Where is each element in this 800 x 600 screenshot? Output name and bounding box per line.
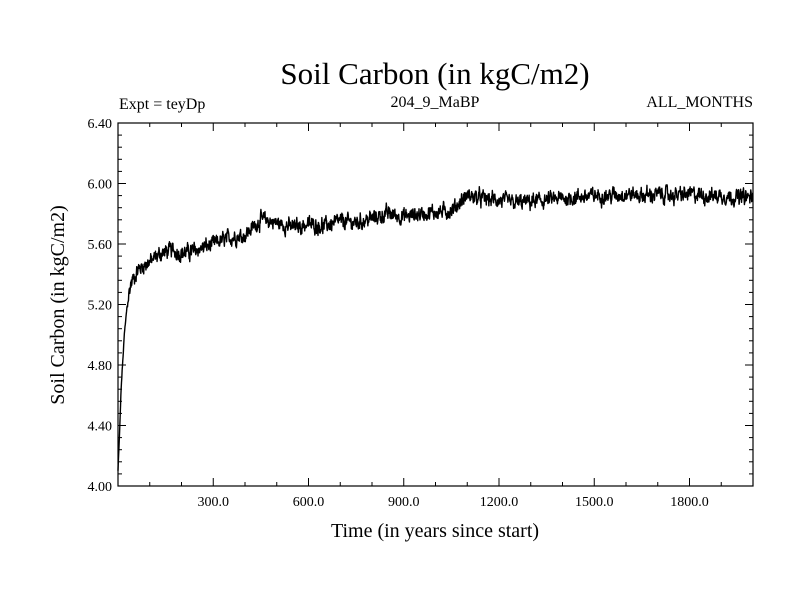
experiment-label: Expt = teyDp xyxy=(119,96,205,113)
x-tick-label: 1500.0 xyxy=(575,495,614,510)
x-axis-label: Time (in years since start) xyxy=(331,520,539,542)
series-line-0 xyxy=(117,184,754,471)
x-tick-label: 900.0 xyxy=(388,495,420,510)
y-tick-label: 4.40 xyxy=(88,420,113,435)
months-label: ALL_MONTHS xyxy=(646,94,753,111)
y-tick-label: 5.60 xyxy=(88,238,113,253)
x-tick-label: 1800.0 xyxy=(670,495,709,510)
x-tick-label: 600.0 xyxy=(293,495,325,510)
y-tick-label: 4.00 xyxy=(88,480,113,495)
y-tick-label: 6.00 xyxy=(88,178,113,193)
y-tick-label: 6.40 xyxy=(88,117,113,132)
chart-title: Soil Carbon (in kgC/m2) xyxy=(280,56,589,91)
period-label: 204_9_MaBP xyxy=(391,94,480,111)
y-axis-label: Soil Carbon (in kgC/m2) xyxy=(47,205,69,404)
x-axis: 300.0 600.0 900.0 1200.0 1500.0 1800.0 xyxy=(149,123,722,510)
x-tick-label: 1200.0 xyxy=(480,495,519,510)
y-axis: 4.00 4.40 4.80 5.20 5.60 6.00 6.40 xyxy=(88,117,753,495)
x-tick-label: 300.0 xyxy=(198,495,230,510)
y-tick-label: 5.20 xyxy=(88,299,113,314)
plot-area xyxy=(117,122,754,487)
y-tick-label: 4.80 xyxy=(88,359,113,374)
plot-frame xyxy=(117,122,754,487)
